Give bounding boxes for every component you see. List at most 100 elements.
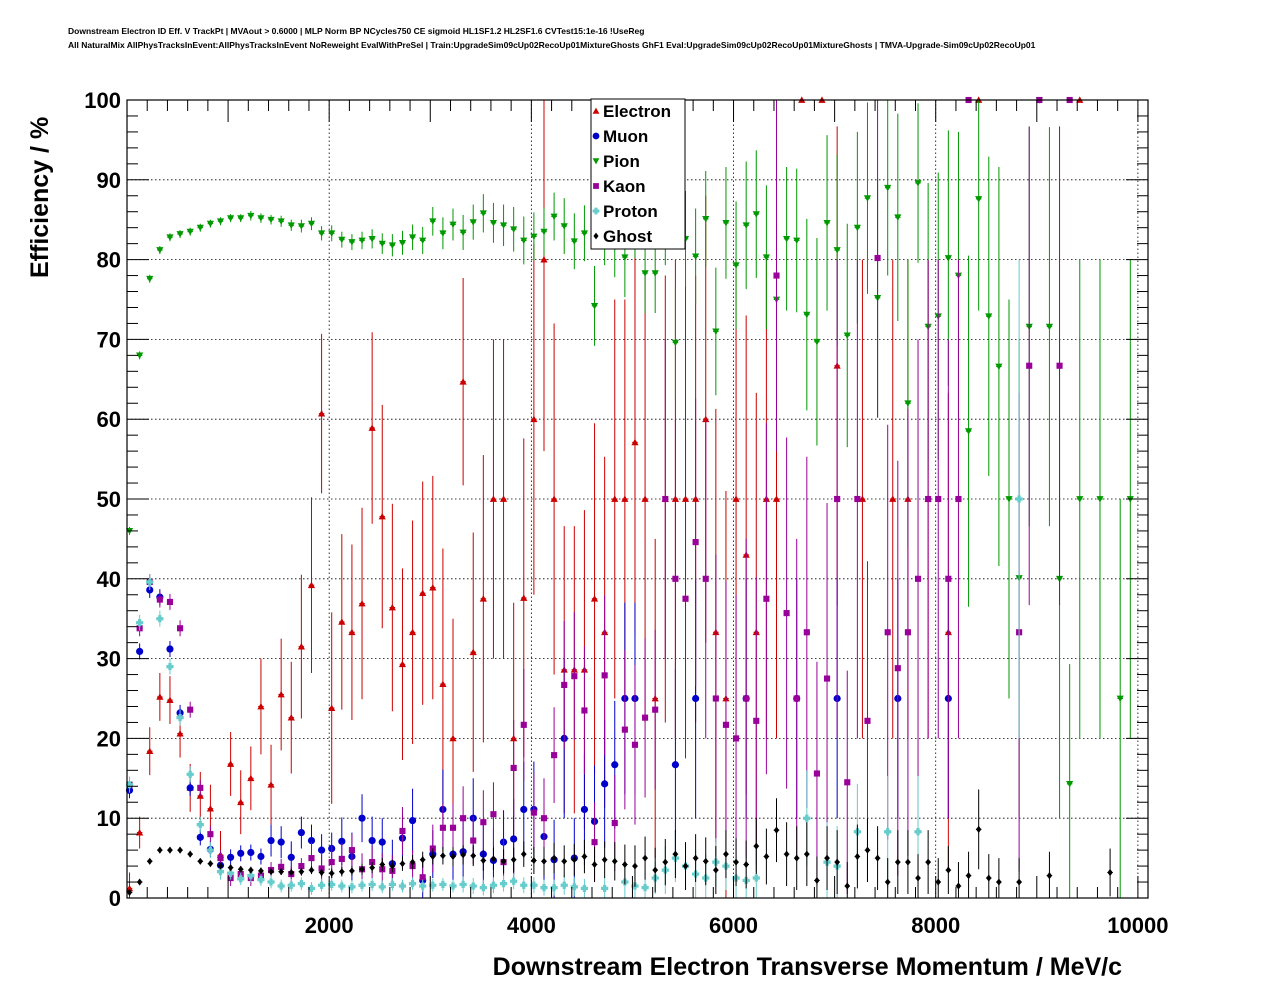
data-point <box>621 495 629 502</box>
data-point <box>692 539 699 546</box>
data-point <box>166 234 174 241</box>
data-point <box>489 220 498 227</box>
legend-item-kaon: Kaon <box>593 177 646 196</box>
data-point <box>307 220 316 228</box>
data-point <box>156 247 164 254</box>
data-point <box>1107 868 1113 877</box>
data-point <box>742 222 750 229</box>
series-kaon <box>126 96 1073 895</box>
data-point <box>449 734 457 742</box>
data-point <box>671 761 680 769</box>
data-point <box>378 883 386 891</box>
legend-item-electron: Electron <box>592 102 671 121</box>
legend-label: Electron <box>603 102 671 121</box>
data-point <box>277 838 285 846</box>
data-point <box>975 825 982 833</box>
legend-label: Muon <box>603 127 648 146</box>
data-point <box>601 884 609 893</box>
data-point <box>641 270 649 277</box>
data-point <box>408 628 417 636</box>
data-point <box>975 196 983 203</box>
data-point <box>227 760 235 767</box>
data-point <box>267 216 275 224</box>
data-point <box>297 223 305 230</box>
data-point <box>884 828 892 836</box>
data-point <box>247 212 255 220</box>
data-point <box>247 774 255 782</box>
data-point <box>408 816 417 825</box>
data-point <box>419 882 427 890</box>
data-point <box>197 857 203 865</box>
data-point <box>349 867 355 875</box>
data-point <box>540 815 548 822</box>
data-point <box>914 828 922 836</box>
data-point <box>440 852 446 860</box>
data-point <box>450 852 456 861</box>
data-point <box>1116 695 1124 703</box>
data-point <box>348 883 356 891</box>
data-point <box>622 860 628 869</box>
data-point <box>561 681 568 688</box>
data-point <box>1026 362 1033 369</box>
data-point <box>854 495 861 503</box>
data-point <box>884 629 891 636</box>
data-point <box>379 860 385 869</box>
x-tick-label: 2000 <box>305 913 354 938</box>
data-point <box>388 603 396 611</box>
data-point <box>672 575 679 582</box>
data-point <box>339 868 345 876</box>
data-point <box>1046 872 1053 880</box>
data-point <box>459 880 467 889</box>
data-point <box>227 864 234 872</box>
data-point <box>186 784 194 792</box>
data-point <box>824 854 830 862</box>
data-point <box>621 254 629 261</box>
data-point <box>560 223 568 230</box>
data-point <box>297 643 305 650</box>
data-point <box>419 856 426 864</box>
data-point <box>915 874 921 882</box>
data-point <box>772 495 781 502</box>
data-point <box>348 847 355 854</box>
data-point <box>398 239 407 247</box>
data-point <box>408 880 417 888</box>
data-point <box>510 877 518 885</box>
legend-item-proton: Proton <box>592 202 658 221</box>
data-point <box>652 866 658 874</box>
data-point <box>460 851 466 859</box>
legend-label: Ghost <box>603 227 652 246</box>
data-point <box>590 303 599 310</box>
data-point <box>823 220 831 227</box>
data-point <box>430 852 436 861</box>
data-point <box>945 575 952 582</box>
data-point <box>207 860 214 868</box>
data-point <box>858 495 867 502</box>
data-point <box>297 880 305 888</box>
data-point <box>459 378 467 385</box>
data-point <box>479 595 487 602</box>
data-point <box>329 869 335 877</box>
data-point <box>904 629 911 636</box>
data-point <box>631 438 639 446</box>
data-point <box>682 862 689 870</box>
data-point <box>753 717 760 724</box>
data-point <box>480 819 487 826</box>
data-point <box>439 824 446 831</box>
data-point <box>783 235 791 243</box>
data-point <box>317 846 326 854</box>
x-tick-label: 10000 <box>1107 913 1168 938</box>
legend-marker <box>592 132 600 140</box>
data-point <box>925 495 932 503</box>
data-point <box>964 428 973 435</box>
data-point <box>237 849 245 857</box>
data-point <box>399 827 406 835</box>
data-point <box>238 865 244 873</box>
data-point <box>358 599 366 607</box>
data-point <box>166 696 174 703</box>
data-point <box>510 835 518 843</box>
data-point <box>206 220 214 228</box>
data-point <box>449 221 457 229</box>
data-point <box>863 195 872 202</box>
data-point <box>237 215 245 222</box>
data-point <box>136 619 144 627</box>
